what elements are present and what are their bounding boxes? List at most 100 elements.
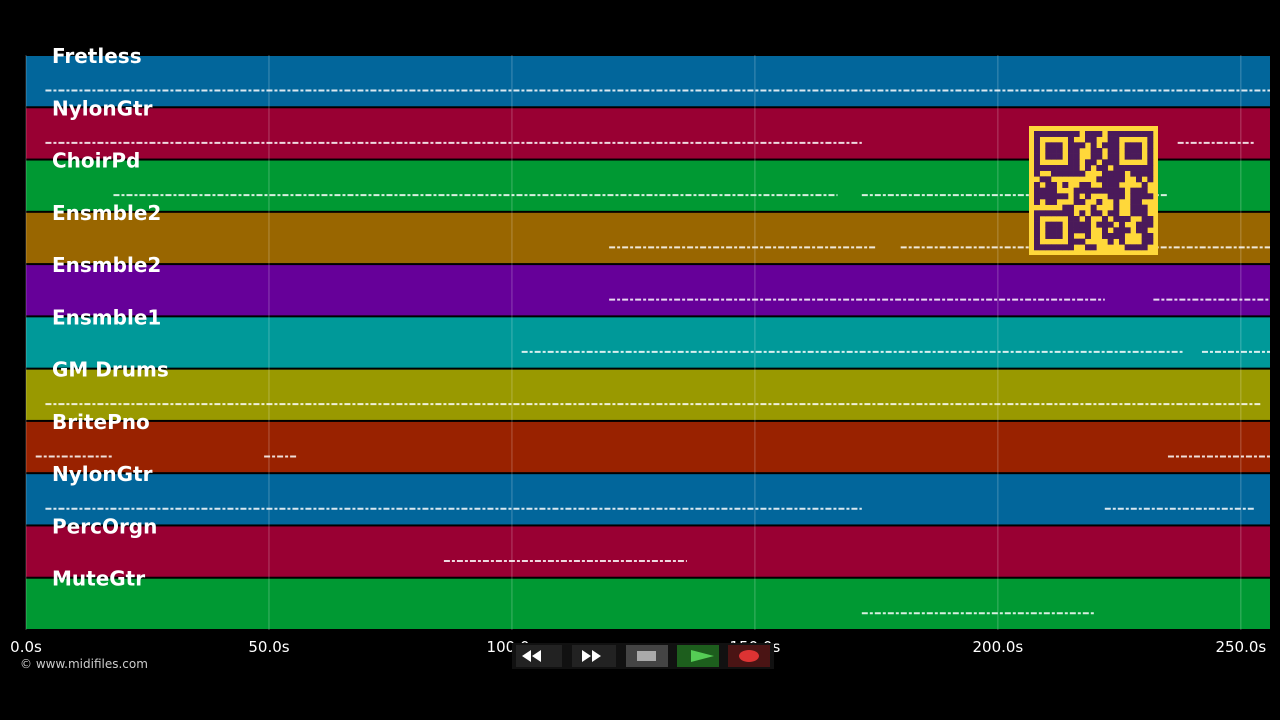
qr-cell [1141, 204, 1148, 211]
qr-cell [1130, 204, 1137, 211]
qr-cell [1113, 131, 1120, 137]
qr-cell [1085, 227, 1091, 234]
qr-cell [1096, 153, 1103, 160]
qr-cell [1113, 182, 1120, 188]
transport-controls [512, 643, 774, 669]
qr-cell [1107, 131, 1114, 137]
track-band [26, 474, 1270, 525]
qr-cell [1085, 136, 1091, 143]
qr-cell [1056, 233, 1063, 239]
qr-cell [1136, 221, 1142, 228]
qr-cell [1119, 233, 1125, 239]
qr-cell [1034, 210, 1040, 217]
qr-cell [1141, 233, 1148, 239]
qr-cell [1102, 216, 1108, 222]
qr-cell [1130, 153, 1137, 160]
forward-button[interactable] [572, 645, 616, 667]
qr-cell [1136, 187, 1142, 194]
qr-cell [1113, 193, 1120, 200]
qr-cell [1102, 233, 1108, 239]
qr-cell [1068, 244, 1074, 251]
qr-cell [1130, 142, 1137, 149]
qr-cell [1062, 244, 1069, 251]
play-button[interactable] [677, 645, 719, 667]
copyright: © www.midifiles.com [20, 657, 148, 671]
qr-cell [1096, 187, 1103, 194]
qr-cell [1130, 131, 1137, 137]
track-band [26, 317, 1270, 368]
qr-cell [1136, 199, 1142, 205]
qr-cell [1051, 193, 1057, 200]
qr-cell [1119, 227, 1125, 234]
qr-cell [1147, 221, 1154, 228]
qr-cell [1090, 159, 1097, 166]
qr-cell [1147, 233, 1154, 239]
qr-cell [1056, 148, 1063, 154]
qr-cell [1051, 233, 1057, 239]
qr-cell [1090, 142, 1097, 149]
qr-cell [1056, 131, 1063, 137]
qr-cell [1102, 176, 1108, 183]
qr-cell [1119, 216, 1125, 222]
qr-cell [1062, 193, 1069, 200]
qr-cell [1136, 131, 1142, 137]
qr-cell [1124, 165, 1131, 171]
qr-cell [1113, 165, 1120, 171]
qr-cell [1124, 148, 1131, 154]
qr-cell [1034, 148, 1040, 154]
qr-cell [1085, 233, 1091, 239]
qr-cell [1090, 153, 1097, 160]
qr-cell [1056, 210, 1063, 217]
qr-cell [1039, 210, 1046, 217]
track-name: NylonGtr [52, 462, 153, 486]
stop-button[interactable] [626, 645, 668, 667]
qr-cell [1073, 193, 1080, 200]
track-name: Ensmble2 [52, 253, 161, 277]
qr-cell [1034, 238, 1040, 245]
qr-cell [1119, 221, 1125, 228]
qr-cell [1107, 142, 1114, 149]
qr-cell [1079, 221, 1086, 228]
qr-cell [1045, 210, 1052, 217]
qr-cell [1113, 227, 1120, 234]
qr-cell [1107, 221, 1114, 228]
qr-cell [1136, 170, 1142, 177]
record-button[interactable] [728, 645, 770, 667]
qr-cell [1147, 131, 1154, 137]
qr-cell [1073, 165, 1080, 171]
qr-cell [1141, 238, 1148, 245]
qr-cell [1136, 193, 1142, 200]
qr-cell [1079, 170, 1086, 177]
qr-cell [1073, 221, 1080, 228]
qr-cell [1034, 216, 1040, 222]
rewind-icon [522, 650, 541, 662]
qr-cell [1079, 227, 1086, 234]
qr-cell [1073, 142, 1080, 149]
qr-cell [1124, 131, 1131, 137]
qr-cell [1096, 148, 1103, 154]
qr-cell [1107, 238, 1114, 245]
qr-cell [1085, 244, 1091, 251]
qr-cell [1079, 182, 1086, 188]
track-band [26, 526, 1270, 577]
qr-cell [1096, 221, 1103, 228]
play-icon [691, 650, 714, 662]
qr-cell [1045, 142, 1052, 149]
qr-cell [1113, 216, 1120, 222]
forward-icon [582, 650, 601, 662]
qr-cell [1068, 233, 1074, 239]
track-name: GM Drums [52, 358, 169, 382]
qr-cell [1147, 193, 1154, 200]
qr-cell [1085, 165, 1091, 171]
qr-cell [1056, 153, 1063, 160]
qr-cell [1079, 142, 1086, 149]
qr-code [1029, 126, 1158, 255]
qr-cell [1141, 216, 1148, 222]
rewind-button[interactable] [516, 645, 562, 667]
qr-cell [1045, 148, 1052, 154]
qr-cell [1051, 142, 1057, 149]
qr-cell [1136, 148, 1142, 154]
track-name: PercOrgn [52, 514, 157, 538]
qr-cell [1056, 227, 1063, 234]
qr-cell [1034, 182, 1040, 188]
